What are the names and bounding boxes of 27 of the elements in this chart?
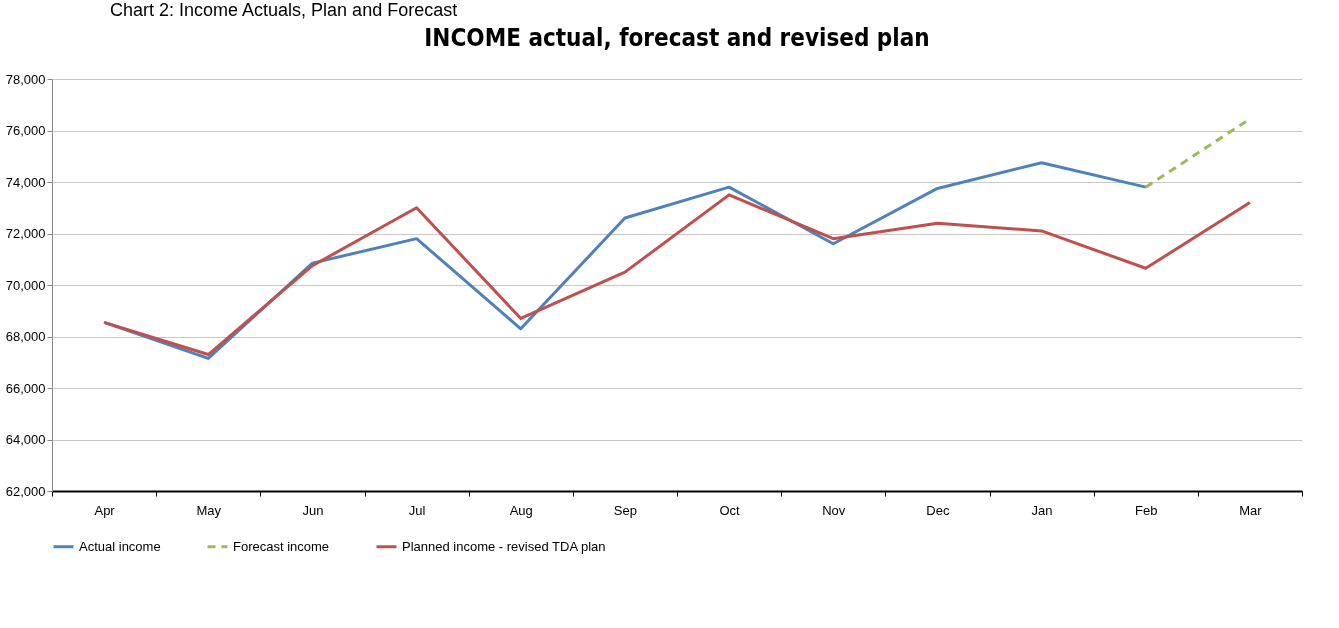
y-tick-label: 76,000 [5,123,46,138]
x-tick-label: Sep [613,502,637,518]
x-tick-label: Dec [926,502,950,518]
line-series [102,193,1252,357]
x-tick-label: Aug [509,502,533,518]
y-tick-label: 78,000 [5,71,46,87]
x-tick-label: Jan [1031,502,1053,518]
x-tick-label: Jun [302,502,324,518]
y-tick-label: 62,000 [5,483,46,499]
y-tick-label: 66,000 [5,380,46,396]
y-tick-label: 72,000 [5,226,46,241]
x-tick-label: Feb [1135,502,1158,518]
chart-title: INCOME actual, forecast and revised plan [424,24,930,52]
x-tick-label: Mar [1239,502,1263,518]
legend-label: Actual income [79,538,161,554]
x-tick-label: May [196,502,222,518]
x-tick-label: Apr [94,502,116,518]
legend-label: Planned income - revised TDA plan [402,538,606,554]
legend-label: Forecast income [233,538,330,554]
x-tick-label: Oct [719,502,741,518]
y-tick-label: 70,000 [5,277,46,293]
x-tick-label: Nov [822,502,846,518]
caption: Chart 2: Income Actuals, Plan and Forecast [110,0,459,21]
y-tick-label: 64,000 [5,432,46,447]
x-tick-label: Jul [408,502,426,518]
y-tick-label: 68,000 [5,329,46,344]
y-tick-label: 74,000 [5,174,46,190]
